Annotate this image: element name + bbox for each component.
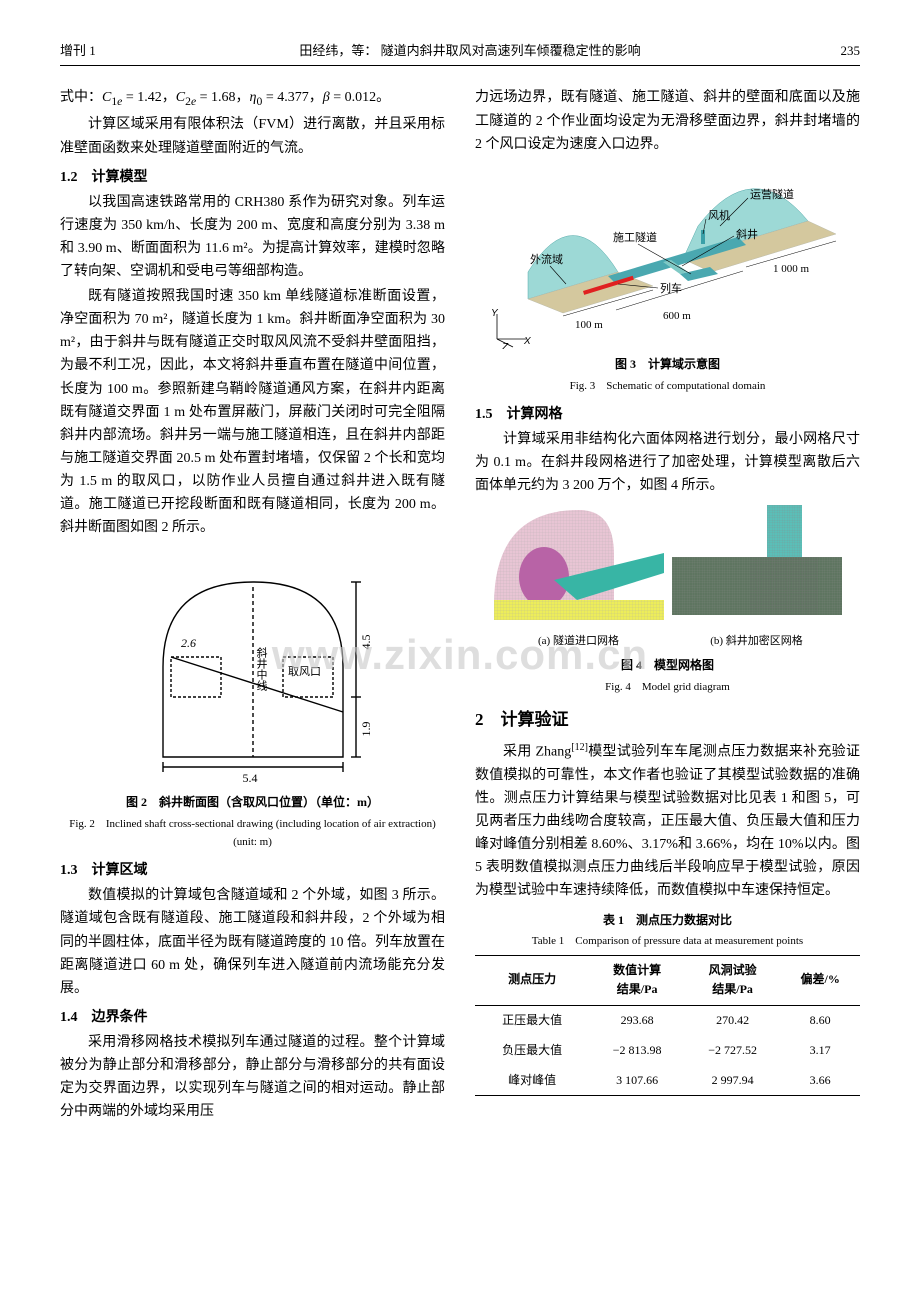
table-header-row: 测点压力 数值计算 结果/Pa 风洞试验 结果/Pa 偏差/% [475,955,860,1006]
table-cell: −2 813.98 [589,1036,684,1066]
paragraph-farfield: 力远场边界，既有隧道、施工隧道、斜井的壁面和底面以及施工隧道的 2 个作业面均设… [475,86,860,155]
paragraph-tunnel-spec: 既有隧道按照我国时速 350 km 单线隧道标准断面设置，净空面积为 70 m²… [60,285,445,539]
table-row: 负压最大值 −2 813.98 −2 727.52 3.17 [475,1036,860,1066]
table-cell: 8.60 [780,1006,860,1036]
table-cell: 3.17 [780,1036,860,1066]
figure-2-caption-en: Fig. 2 Inclined shaft cross-sectional dr… [60,815,445,851]
section-1-3-title: 1.3 计算区域 [60,859,445,882]
section-2-num: 2 [475,710,484,729]
section-1-4-num: 1.4 [60,1010,78,1025]
figure-4a-label: (a) 隧道进口网格 [494,632,664,650]
formula-line: 式中：C1e = 1.42，C2e = 1.68，η0 = 4.377，β = … [60,86,445,111]
table-cell: −2 727.52 [685,1036,780,1066]
header-title: 田经纬，等： 隧道内斜井取风对高速列车倾覆稳定性的影响 [140,40,800,61]
section-1-5-num: 1.5 [475,407,493,422]
table-cell: 负压最大值 [475,1036,589,1066]
fig3-axis-x: X [523,336,531,347]
para8-post: 模型试验列车车尾测点压力数据来补充验证数值模拟的可靠性，本文作者也验证了其模型试… [475,745,860,899]
paragraph-domain: 数值模拟的计算域包含隧道域和 2 个外域，如图 3 所示。隧道域包含既有隧道段、… [60,884,445,999]
table-row: 峰对峰值 3 107.66 2 997.94 3.66 [475,1066,860,1096]
table-1-caption-cn: 表 1 测点压力数据对比 [475,911,860,931]
fig3-label-constr-tunnel: 施工隧道 [613,230,657,244]
page-number: 235 [800,40,860,61]
fig2-centerline-label: 斜井中线 [255,647,268,691]
figure-3: Y X Z 运营隧道 风机 斜井 施工隧道 外流域 列车 100 m 600 m… [475,164,860,395]
section-2-title: 2 计算验证 [475,706,860,734]
section-1-2-label: 计算模型 [92,170,148,185]
fig3-label-shaft: 斜井 [736,227,758,241]
para8-pre: 采用 Zhang [503,745,571,760]
page-header: 增刊 1 田经纬，等： 隧道内斜井取风对高速列车倾覆稳定性的影响 235 [60,40,860,61]
table-cell: 3.66 [780,1066,860,1096]
fig2-vent-label: 取风口 [288,665,321,678]
table-row: 正压最大值 293.68 270.42 8.60 [475,1006,860,1036]
figure-4b-label: (b) 斜井加密区网格 [672,632,842,650]
table-cell: 293.68 [589,1006,684,1036]
fig3-label-fan: 风机 [708,208,730,222]
left-column: 式中：C1e = 1.42，C2e = 1.68，η0 = 4.377，β = … [60,86,445,1125]
fig3-axis-z: Z [501,342,509,349]
table-cell: 峰对峰值 [475,1066,589,1096]
paragraph-boundary: 采用滑移网格技术模拟列车通过隧道的过程。整个计算域被分为静止部分和滑移部分，静止… [60,1031,445,1123]
paragraph-fvm: 计算区域采用有限体积法（FVM）进行离散，并且采用标准壁面函数来处理隧道壁面附近… [60,113,445,159]
table-col-3: 偏差/% [780,955,860,1006]
right-column: 力远场边界，既有隧道、施工隧道、斜井的壁面和底面以及施工隧道的 2 个作业面均设… [475,86,860,1125]
table-cell: 270.42 [685,1006,780,1036]
table-cell: 正压最大值 [475,1006,589,1036]
fig2-dim-upper: 4.5 [359,635,373,650]
figure-4-caption-en: Fig. 4 Model grid diagram [475,678,860,696]
section-2-label: 计算验证 [501,710,569,729]
figure-4: (a) 隧道进口网格 [475,505,860,696]
fig3-dim-600: 600 m [663,310,691,322]
section-1-5-title: 1.5 计算网格 [475,403,860,426]
paragraph-validation: 采用 Zhang[12]模型试验列车车尾测点压力数据来补充验证数值模拟的可靠性，… [475,740,860,902]
fig3-label-outer: 外流域 [530,252,563,266]
fig3-label-tunnel-op: 运营隧道 [750,187,794,201]
figure-3-caption-en: Fig. 3 Schematic of computational domain [475,377,860,395]
figure-3-caption-cn: 图 3 计算域示意图 [475,355,860,375]
fig2-dim-bottom: 5.4 [242,771,257,785]
figure-2: 2.6 5.4 4.5 1.9 斜井中线 取风口 图 2 斜井断面图（含取风口位… [60,547,445,851]
main-content: 式中：C1e = 1.42，C2e = 1.68，η0 = 4.377，β = … [60,86,860,1125]
table-1-caption-en: Table 1 Comparison of pressure data at m… [475,932,860,950]
fig3-dim-100: 100 m [575,319,603,331]
table-1: 测点压力 数值计算 结果/Pa 风洞试验 结果/Pa 偏差/% 正压最大值 29… [475,955,860,1097]
section-1-2-num: 1.2 [60,170,78,185]
table-col-0: 测点压力 [475,955,589,1006]
fig3-axis-y: Y [491,308,499,319]
table-cell: 2 997.94 [685,1066,780,1096]
header-rule [60,65,860,66]
section-1-3-num: 1.3 [60,863,78,878]
section-1-2-title: 1.2 计算模型 [60,166,445,189]
section-1-4-label: 边界条件 [92,1010,148,1025]
figure-2-caption-cn: 图 2 斜井断面图（含取风口位置）（单位：m） [60,793,445,813]
fig2-dim-left: 2.6 [181,636,196,650]
section-1-3-label: 计算区域 [92,863,148,878]
paragraph-mesh: 计算域采用非结构化六面体网格进行划分，最小网格尺寸为 0.1 m。在斜井段网格进… [475,428,860,497]
paragraph-crh380: 以我国高速铁路常用的 CRH380 系作为研究对象。列车运行速度为 350 km… [60,191,445,283]
fig3-dim-1000: 1 000 m [773,263,810,275]
table-col-1: 数值计算 结果/Pa [589,955,684,1006]
figure-4-caption-cn: 图 4 模型网格图 [475,656,860,676]
section-1-5-label: 计算网格 [507,407,563,422]
fig2-dim-lower: 1.9 [359,722,373,737]
table-col-2: 风洞试验 结果/Pa [685,955,780,1006]
citation-12: [12] [571,742,588,753]
section-1-4-title: 1.4 边界条件 [60,1006,445,1029]
header-issue: 增刊 1 [60,40,140,61]
table-cell: 3 107.66 [589,1066,684,1096]
